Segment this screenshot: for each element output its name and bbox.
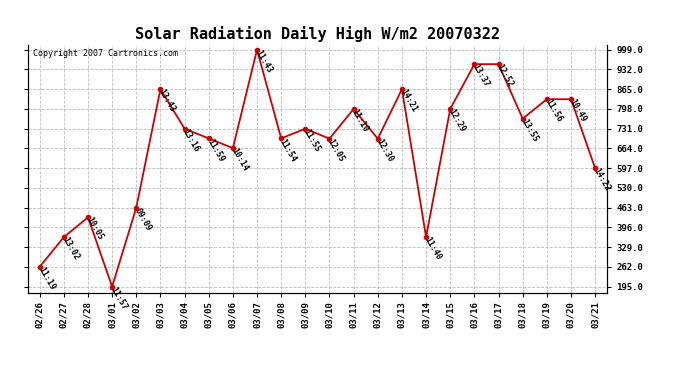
Text: 11:57: 11:57 [108, 285, 129, 311]
Text: 13:02: 13:02 [60, 236, 81, 262]
Text: 10:05: 10:05 [84, 216, 105, 242]
Text: 10:49: 10:49 [567, 98, 588, 124]
Text: 11:59: 11:59 [205, 137, 226, 163]
Text: 12:52: 12:52 [495, 63, 515, 89]
Text: 12:30: 12:30 [374, 137, 395, 164]
Text: 09:09: 09:09 [132, 206, 153, 232]
Text: 11:56: 11:56 [543, 98, 564, 124]
Text: 11:40: 11:40 [422, 236, 443, 262]
Text: Copyright 2007 Cartronics.com: Copyright 2007 Cartronics.com [33, 49, 179, 58]
Text: 13:43: 13:43 [157, 88, 177, 114]
Text: 11:43: 11:43 [253, 48, 274, 75]
Text: 14:21: 14:21 [398, 88, 419, 114]
Text: 11:55: 11:55 [302, 127, 322, 153]
Text: 10:14: 10:14 [229, 147, 250, 173]
Text: 14:22: 14:22 [591, 167, 612, 193]
Text: 12:05: 12:05 [326, 137, 346, 164]
Text: 11:10: 11:10 [350, 108, 371, 134]
Text: 12:29: 12:29 [446, 108, 467, 134]
Text: 11:54: 11:54 [277, 137, 298, 163]
Text: 13:55: 13:55 [519, 117, 540, 143]
Title: Solar Radiation Daily High W/m2 20070322: Solar Radiation Daily High W/m2 20070322 [135, 27, 500, 42]
Text: 13:16: 13:16 [181, 127, 201, 153]
Text: 11:19: 11:19 [36, 266, 57, 292]
Text: 13:37: 13:37 [471, 63, 491, 89]
